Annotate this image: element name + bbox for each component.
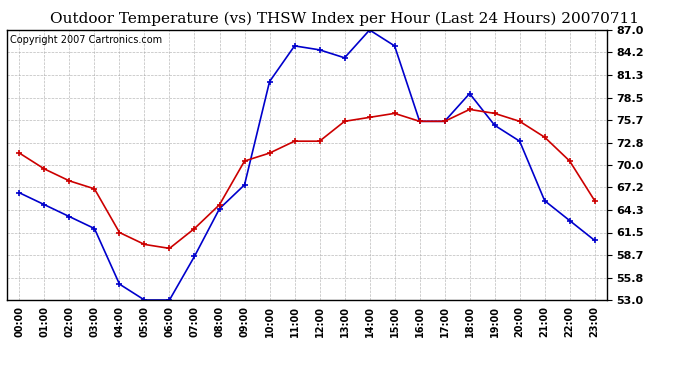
Text: Copyright 2007 Cartronics.com: Copyright 2007 Cartronics.com — [10, 35, 162, 45]
Text: Outdoor Temperature (vs) THSW Index per Hour (Last 24 Hours) 20070711: Outdoor Temperature (vs) THSW Index per … — [50, 11, 640, 26]
